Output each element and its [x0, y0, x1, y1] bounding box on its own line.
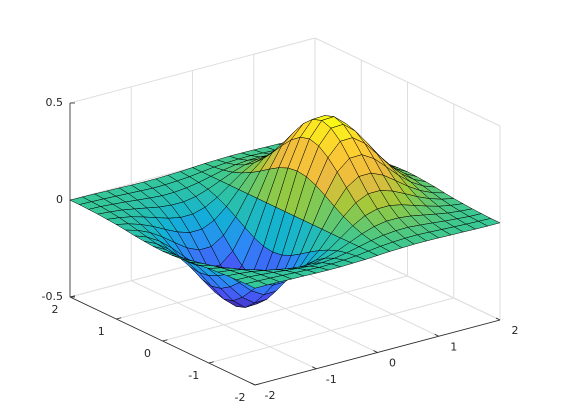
- x-tick-label: -1: [326, 373, 337, 386]
- grid-line: [162, 275, 408, 342]
- y-tick: [254, 383, 261, 386]
- y-tick-label: 2: [52, 303, 59, 316]
- z-tick-label: -0.5: [42, 290, 63, 303]
- grid-line: [69, 37, 316, 104]
- x-tick-label: -2: [265, 389, 276, 402]
- grid-line: [208, 297, 454, 364]
- y-tick-label: -2: [235, 391, 246, 404]
- x-tick-label: 2: [512, 324, 519, 337]
- z-tick-label: 0.5: [46, 96, 64, 109]
- x-tick: [495, 317, 501, 321]
- z-tick-label: 0: [56, 193, 63, 206]
- x-tick-label: 0: [389, 357, 396, 370]
- surface-face: [245, 280, 268, 289]
- y-tick: [208, 361, 214, 364]
- y-tick: [116, 317, 122, 320]
- x-tick: [250, 382, 256, 386]
- grid-line: [314, 37, 501, 127]
- y-tick-label: -1: [188, 369, 199, 382]
- x-tick: [312, 366, 317, 370]
- y-tick-label: 0: [144, 347, 151, 360]
- y-tick: [69, 295, 76, 298]
- x-tick: [373, 350, 378, 353]
- x-tick-label: 1: [450, 340, 457, 353]
- y-tick-label: 1: [98, 325, 105, 338]
- x-tick: [434, 333, 439, 337]
- y-tick: [162, 339, 168, 342]
